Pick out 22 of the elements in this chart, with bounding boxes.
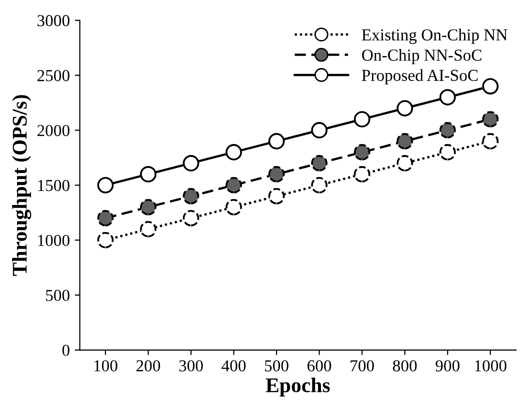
x-tick-label: 800 [392, 360, 417, 372]
y-tick-label: 500 [46, 290, 70, 302]
x-tick-label: 500 [265, 360, 288, 372]
legend-label: On-Chip NN-SoC [362, 49, 482, 64]
x-tick-label: 200 [136, 360, 160, 372]
y-tick-label: 1500 [38, 180, 70, 192]
y-tick-label: 0 [62, 344, 70, 356]
x-tick-label: 400 [222, 360, 246, 372]
x-tick-label: 600 [308, 360, 332, 372]
y-tick-label: 1000 [38, 234, 70, 246]
y-axis-title: Throughput (OPS/s) [12, 95, 32, 276]
legend-label: Proposed AI-SoC [362, 69, 478, 84]
x-axis-title: Epochs [266, 378, 330, 397]
y-tick-label: 3000 [38, 15, 70, 26]
y-tick-label: 2500 [37, 70, 70, 82]
x-tick-label: 900 [436, 360, 460, 372]
legend-label: Existing On-Chip NN [362, 28, 508, 44]
x-tick-label: 700 [350, 360, 374, 372]
x-tick-label: 1000 [475, 360, 506, 372]
x-tick-label: 300 [179, 360, 203, 372]
y-tick-label: 2000 [37, 124, 70, 136]
x-tick-label: 100 [94, 360, 118, 372]
